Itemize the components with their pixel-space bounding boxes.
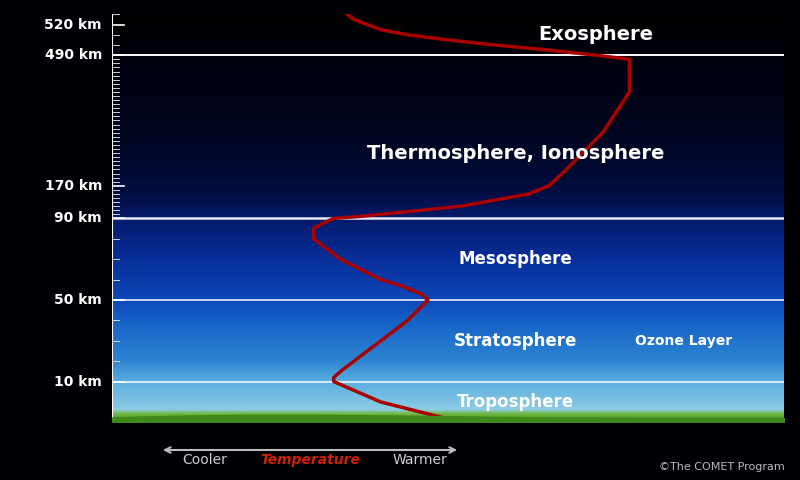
Text: 10 km: 10 km [54, 374, 102, 389]
Text: ©The COMET Program: ©The COMET Program [659, 462, 785, 472]
Text: Ozone Layer: Ozone Layer [634, 334, 732, 348]
Text: Cooler: Cooler [182, 453, 227, 467]
Text: Stratosphere: Stratosphere [454, 332, 577, 350]
Text: 50 km: 50 km [54, 293, 102, 307]
Text: 490 km: 490 km [45, 48, 102, 62]
Bar [112, 418, 784, 422]
Text: Temperature: Temperature [260, 453, 360, 467]
Text: Warmer: Warmer [393, 453, 447, 467]
Text: Exosphere: Exosphere [538, 25, 654, 44]
Text: 520 km: 520 km [45, 18, 102, 32]
Text: Mesosphere: Mesosphere [458, 250, 572, 268]
Text: Troposphere: Troposphere [457, 393, 574, 411]
Text: 90 km: 90 km [54, 211, 102, 226]
Text: 170 km: 170 km [45, 179, 102, 193]
Text: Thermosphere, Ionosphere: Thermosphere, Ionosphere [366, 144, 664, 163]
